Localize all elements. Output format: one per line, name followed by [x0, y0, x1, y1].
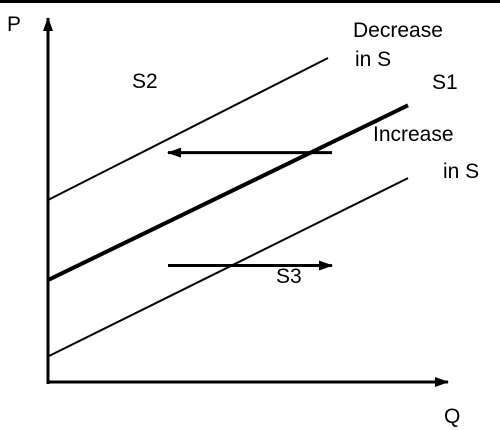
x-axis-label: Q — [444, 405, 460, 428]
increase-label-line1: Increase — [373, 123, 454, 146]
decrease-label-line1: Decrease — [353, 19, 443, 42]
s3-label: S3 — [276, 265, 302, 288]
y-axis-label: P — [7, 13, 21, 36]
increase-label-line2: in S — [443, 160, 479, 183]
s2-supply-line — [47, 57, 329, 201]
top-border — [0, 0, 500, 3]
s1-label: S1 — [432, 71, 458, 94]
decrease-label-line2: in S — [355, 48, 391, 71]
s2-label: S2 — [132, 70, 158, 93]
s3-supply-line — [47, 177, 409, 358]
s1-supply-line — [47, 103, 409, 282]
